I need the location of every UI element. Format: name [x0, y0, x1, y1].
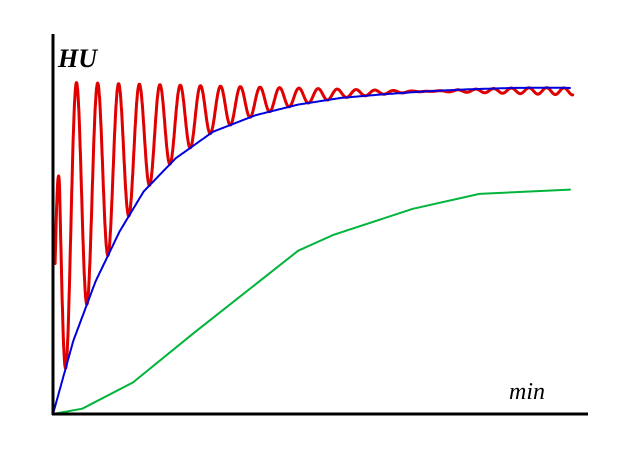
x-axis-label: min: [509, 379, 545, 405]
series-line-red: [53, 81, 575, 370]
series-line-blue: [52, 86, 571, 415]
plot-lines: [52, 81, 575, 415]
y-axis-label: HU: [57, 44, 98, 73]
series-line-green: [52, 188, 571, 415]
